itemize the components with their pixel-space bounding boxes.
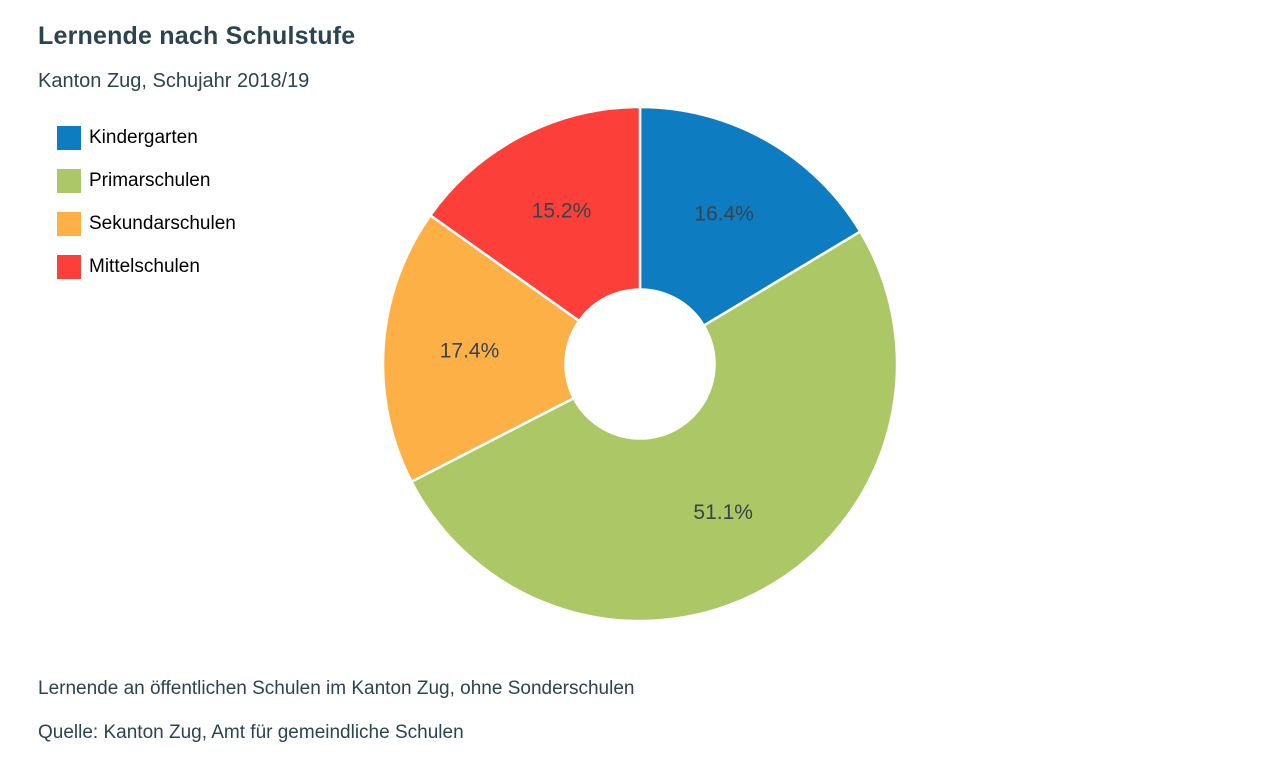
- page-subtitle: Kanton Zug, Schujahr 2018/19: [38, 70, 310, 92]
- slice-value-label-mittelschulen: 15.2%: [532, 200, 592, 223]
- slice-value-label-primarschulen: 51.1%: [693, 501, 753, 524]
- legend-item-mittelschulen[interactable]: Mittelschulen: [57, 255, 236, 279]
- legend-item-label: Sekundarschulen: [89, 213, 236, 234]
- donut-chart-svg: 16.4% 51.1% 17.4% 15.2%: [381, 105, 899, 623]
- legend-item-kindergarten[interactable]: Kindergarten: [57, 126, 236, 150]
- donut-chart: 16.4% 51.1% 17.4% 15.2%: [380, 104, 900, 624]
- footer-source: Quelle: Kanton Zug, Amt für gemeindliche…: [38, 722, 464, 743]
- footer-note: Lernende an öffentlichen Schulen im Kant…: [38, 678, 635, 699]
- legend-item-label: Mittelschulen: [89, 256, 200, 277]
- pie-slice-mittelschulen[interactable]: [429, 105, 642, 323]
- slice-value-label-kindergarten: 16.4%: [694, 203, 754, 226]
- legend-swatch-icon: [57, 212, 81, 236]
- pie-slice-primarschulen[interactable]: [410, 230, 899, 623]
- pie-slice-sekundarschulen[interactable]: [381, 214, 581, 483]
- legend-item-label: Primarschulen: [89, 170, 211, 191]
- legend-item-sekundarschulen[interactable]: Sekundarschulen: [57, 212, 236, 236]
- legend-item-label: Kindergarten: [89, 127, 198, 148]
- slice-value-label-sekundarschulen: 17.4%: [440, 339, 500, 362]
- legend: Kindergarten Primarschulen Sekundarschulen…: [57, 126, 236, 279]
- legend-item-primarschulen[interactable]: Primarschulen: [57, 169, 236, 193]
- pie-slice-kindergarten[interactable]: [638, 105, 862, 327]
- page-title: Lernende nach Schulstufe: [38, 22, 356, 50]
- legend-swatch-icon: [57, 255, 81, 279]
- legend-swatch-icon: [57, 126, 81, 150]
- legend-swatch-icon: [57, 169, 81, 193]
